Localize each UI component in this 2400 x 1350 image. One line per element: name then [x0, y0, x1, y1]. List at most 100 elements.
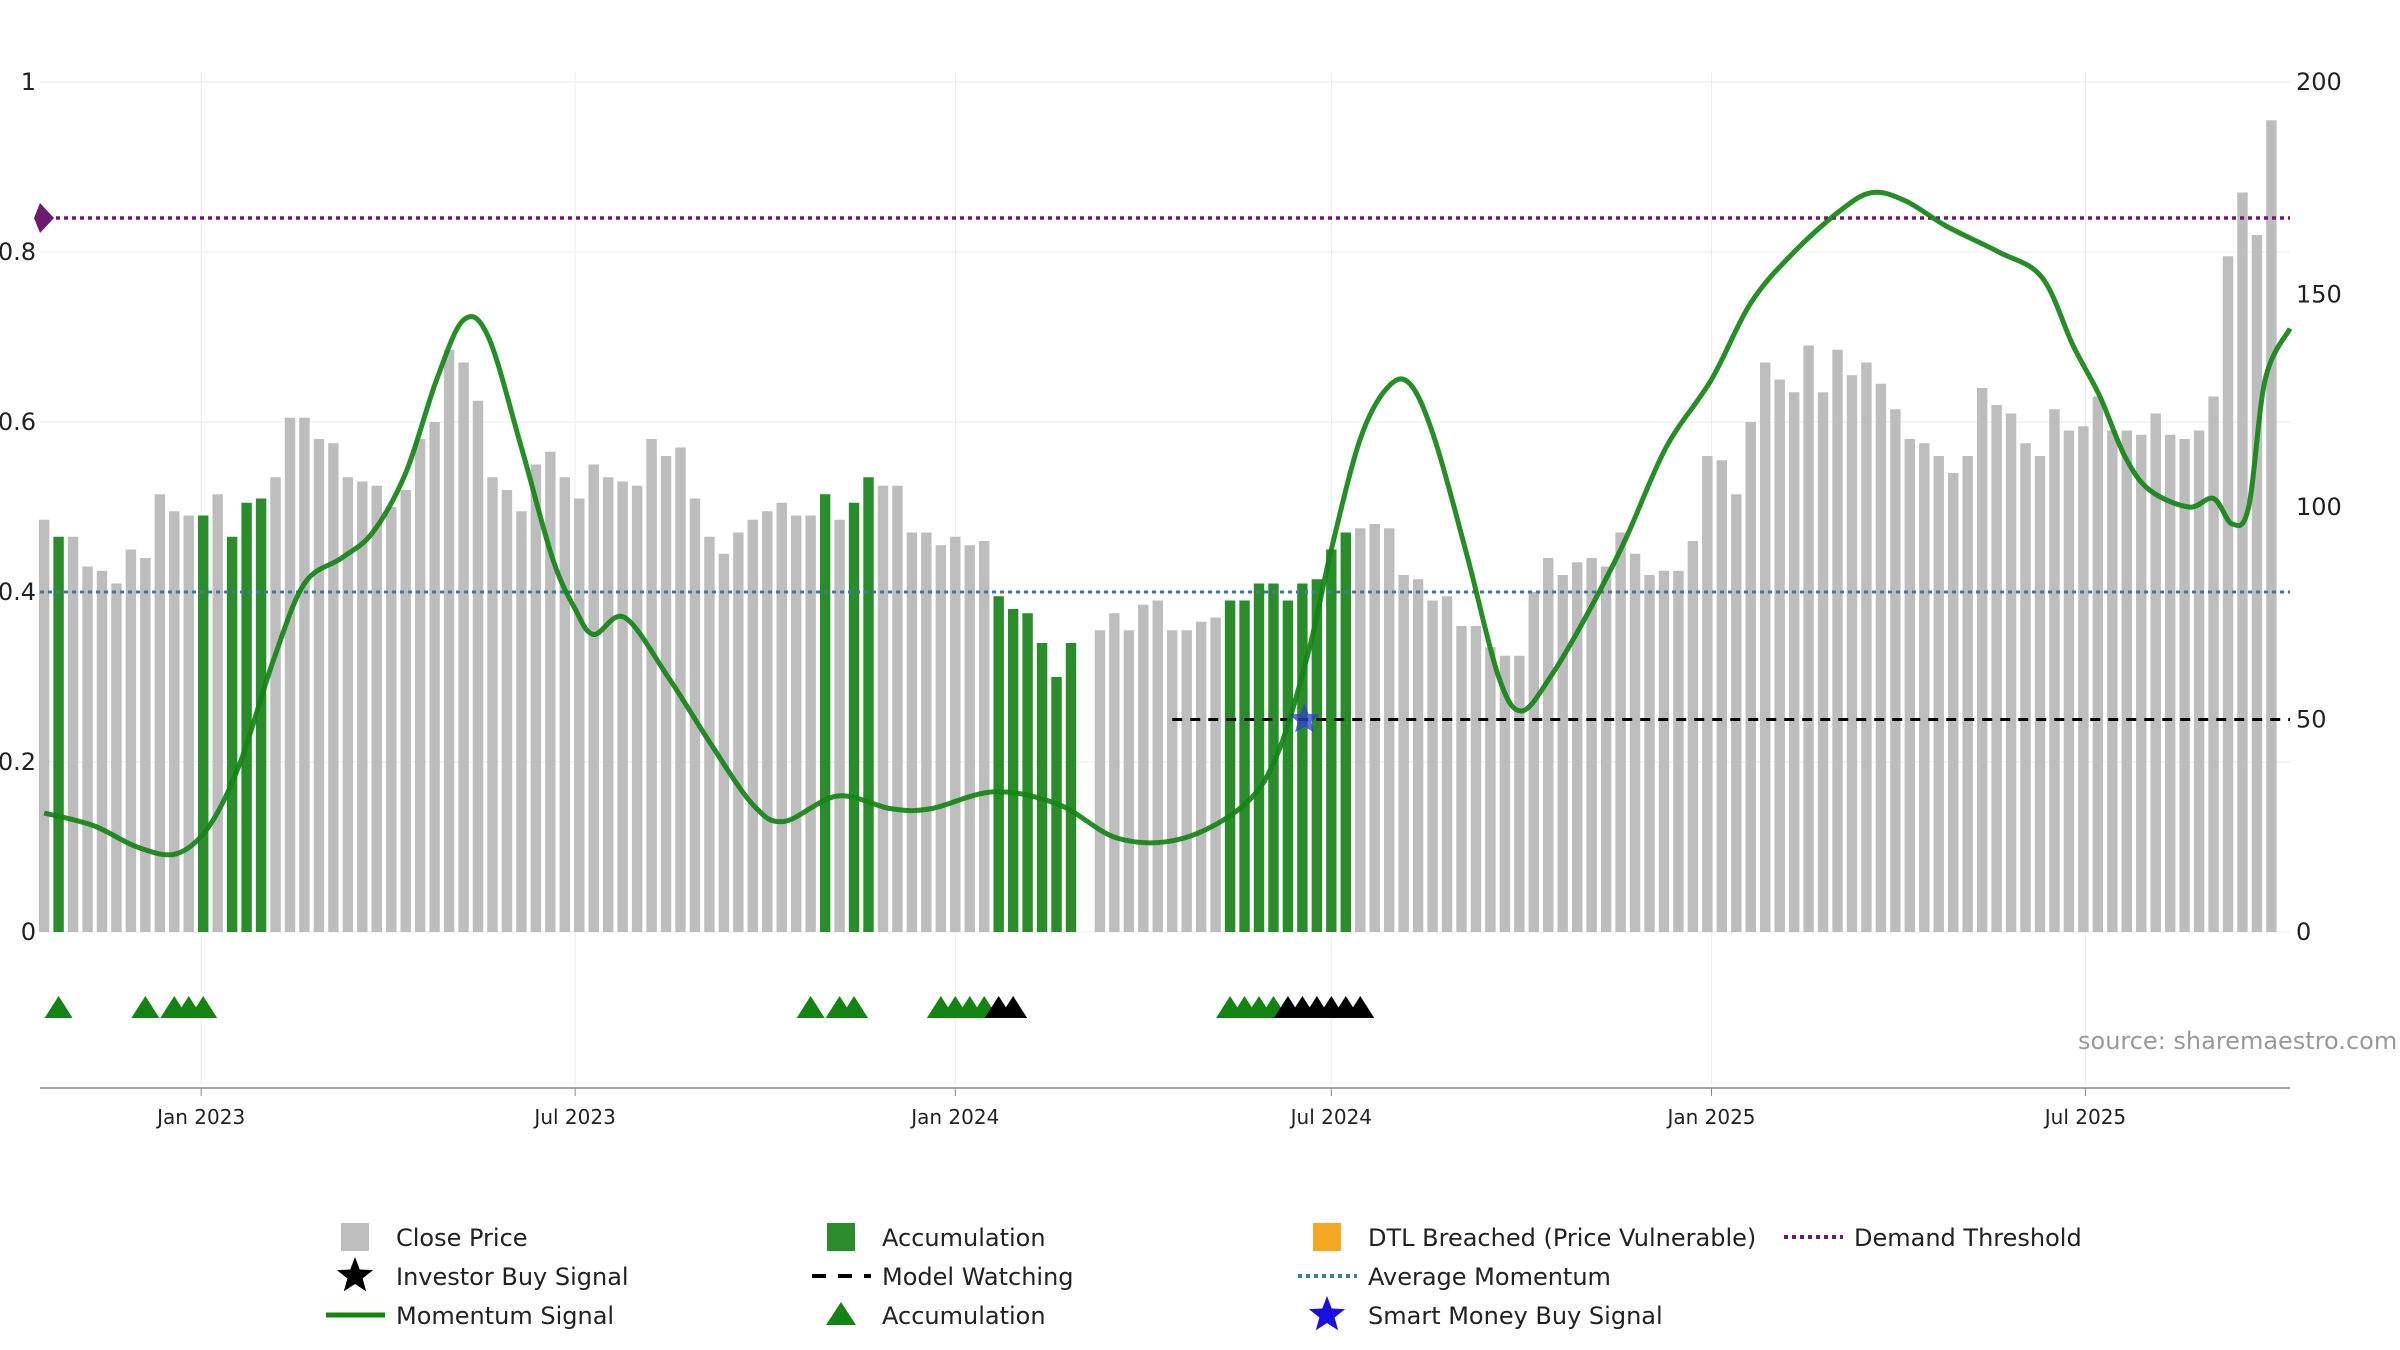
- accumulation-bar: [1282, 600, 1294, 932]
- legend-label: Average Momentum: [1368, 1263, 1611, 1291]
- accumulation-bar: [1239, 600, 1250, 932]
- close-price-bar: [1948, 473, 1959, 932]
- close-price-bars: [38, 120, 2277, 932]
- close-price-bar: [1644, 575, 1655, 932]
- close-price-bar: [1702, 456, 1713, 932]
- close-price-bar: [2179, 439, 2190, 932]
- smart-money-buy-marker: [1289, 703, 1320, 733]
- close-price-bar: [805, 515, 816, 932]
- signal-markers: [44, 703, 1375, 1018]
- close-price-bar: [892, 485, 903, 932]
- close-price-bar: [516, 511, 527, 932]
- close-price-bar: [2193, 430, 2205, 932]
- y-right-tick-label: 50: [2296, 706, 2327, 734]
- close-price-bar: [2063, 430, 2075, 932]
- close-price-bar: [472, 400, 484, 932]
- close-price-bar: [1788, 392, 1800, 932]
- legend-item-investor_buy: Investor Buy Signal: [336, 1257, 629, 1292]
- close-price-bar: [140, 558, 151, 932]
- close-price-bar: [443, 349, 455, 932]
- legend-swatch: [1313, 1223, 1341, 1251]
- close-price-bar: [559, 477, 570, 932]
- close-price-bar: [776, 502, 787, 932]
- close-price-bar: [1167, 630, 1178, 932]
- close-price-bar: [1369, 524, 1380, 932]
- close-price-bar: [1933, 456, 1944, 932]
- legend-item-momentum: Momentum Signal: [326, 1302, 614, 1330]
- close-price-bar: [270, 477, 281, 932]
- accumulation-triangle-marker: [131, 996, 160, 1018]
- close-price-bar: [1485, 647, 1496, 932]
- close-price-bar: [212, 494, 223, 932]
- close-price-bar: [400, 490, 411, 932]
- close-price-bar: [1441, 596, 1453, 932]
- close-price-bar: [284, 417, 296, 932]
- close-price-bar: [950, 536, 961, 932]
- accumulation-bar: [1297, 583, 1308, 932]
- accumulation-bar: [1022, 613, 1033, 932]
- close-price-bar: [1904, 439, 1916, 932]
- accumulation-bar: [198, 515, 209, 932]
- close-price-bar: [1152, 600, 1163, 932]
- legend-swatch: [827, 1223, 855, 1251]
- close-price-bar: [2121, 430, 2132, 932]
- close-price-bar: [1716, 460, 1728, 932]
- close-price-bar: [342, 477, 354, 932]
- legend-item-smart_money: Smart Money Buy Signal: [1308, 1296, 1663, 1331]
- x-tick-label: Jan 2024: [909, 1105, 999, 1129]
- close-price-bar: [2136, 434, 2147, 932]
- legend-label: DTL Breached (Price Vulnerable): [1368, 1224, 1756, 1252]
- close-price-bar: [501, 490, 513, 932]
- close-price-bar: [834, 519, 845, 932]
- accumulation-bar: [1224, 600, 1236, 932]
- close-price-bar: [906, 532, 918, 932]
- close-price-bar: [1600, 566, 1612, 932]
- close-price-bar: [2049, 409, 2060, 932]
- legend-label: Model Watching: [882, 1263, 1074, 1291]
- y-right-tick-label: 200: [2296, 68, 2342, 96]
- close-price-bar: [487, 477, 498, 932]
- close-price-bar: [1832, 349, 1843, 932]
- accumulation-bar: [993, 596, 1004, 932]
- x-tick-label: Jul 2023: [532, 1105, 615, 1129]
- close-price-bar: [747, 519, 759, 932]
- close-price-bar: [82, 566, 93, 932]
- accumulation-bar: [819, 494, 831, 932]
- legend-label: Accumulation: [882, 1302, 1046, 1330]
- legend-star-icon: [336, 1257, 374, 1292]
- close-price-bar: [2237, 192, 2248, 932]
- x-tick-label: Jul 2024: [1289, 1105, 1372, 1129]
- close-price-bar: [530, 464, 542, 932]
- close-price-bar: [1109, 613, 1120, 932]
- close-price-bar: [1181, 630, 1192, 932]
- close-price-bar: [1817, 392, 1829, 932]
- close-price-bar: [545, 451, 556, 932]
- close-price-bar: [660, 456, 672, 932]
- close-price-bar: [1456, 626, 1467, 932]
- close-price-bar: [1890, 409, 1901, 932]
- close-price-bar: [1803, 345, 1814, 932]
- accumulation-bar: [1311, 579, 1323, 932]
- investor-buy-marker: [999, 996, 1028, 1018]
- close-price-bar: [2208, 396, 2219, 932]
- close-price-bar: [1094, 630, 1106, 932]
- close-price-bar: [1962, 456, 1973, 932]
- accumulation-triangle-marker: [796, 996, 825, 1018]
- close-price-bar: [2266, 120, 2277, 932]
- close-price-bar: [169, 511, 180, 932]
- close-price-bar: [1673, 570, 1684, 932]
- close-price-bar: [1543, 558, 1554, 932]
- close-price-bar: [1875, 383, 1887, 932]
- close-price-bar: [1774, 379, 1785, 932]
- y-left-tick-label: 0.4: [0, 578, 36, 606]
- y-right-tick-label: 150: [2296, 281, 2342, 309]
- close-price-bar: [299, 417, 310, 932]
- close-price-bar: [2020, 443, 2031, 932]
- close-price-bar: [1123, 630, 1135, 932]
- close-price-bar: [762, 511, 773, 932]
- close-price-bar: [1760, 362, 1771, 932]
- close-price-bar: [935, 545, 947, 932]
- y-right-tick-label: 100: [2296, 493, 2342, 521]
- legend-label: Demand Threshold: [1854, 1224, 2082, 1252]
